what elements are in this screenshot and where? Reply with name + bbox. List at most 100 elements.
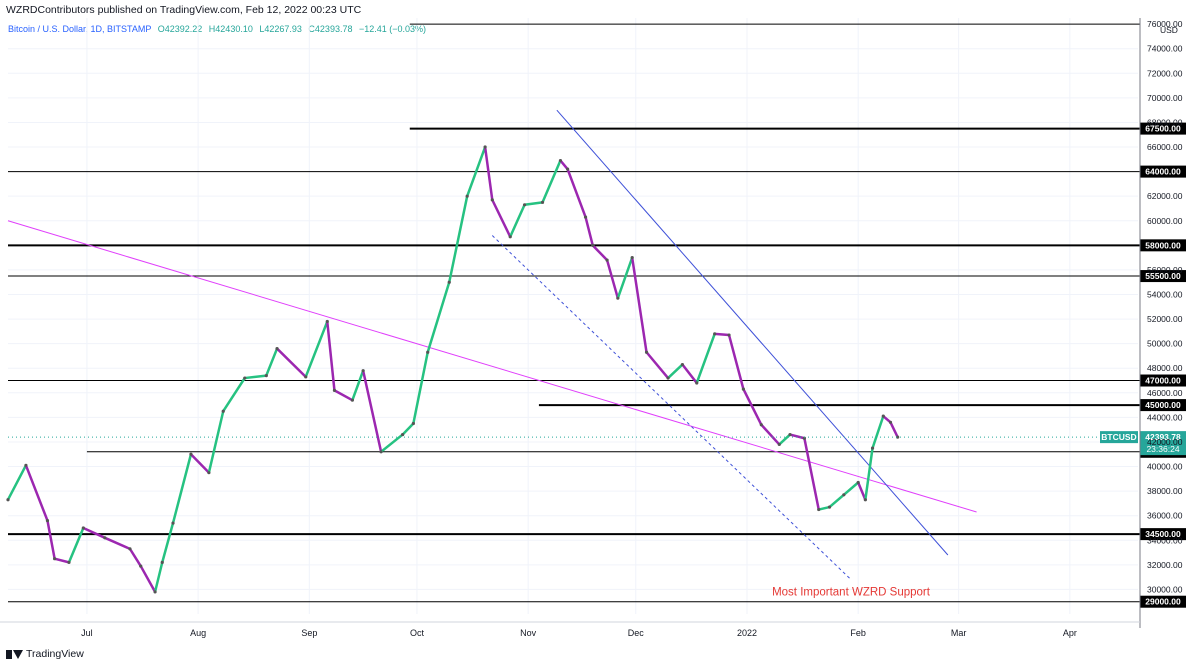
price-segment xyxy=(491,198,512,238)
x-tick-label: Sep xyxy=(301,628,317,638)
price-point xyxy=(465,194,469,198)
price-point xyxy=(426,350,430,354)
currency-label: USD xyxy=(1160,25,1178,35)
price-segment xyxy=(189,452,211,474)
level-price-box xyxy=(1140,270,1186,283)
price-point xyxy=(447,280,451,284)
price-point xyxy=(644,350,649,354)
price-segment xyxy=(695,332,716,385)
price-point xyxy=(361,369,365,373)
price-point xyxy=(741,387,745,391)
x-tick-label: Aug xyxy=(190,628,206,638)
y-tick-label: 60000.00 xyxy=(1147,216,1183,226)
level-price-box xyxy=(1140,399,1186,412)
price-point xyxy=(777,442,781,447)
price-segment xyxy=(713,332,731,337)
tradingview-logo-icon xyxy=(6,649,23,659)
price-point xyxy=(24,463,28,467)
price-segment xyxy=(559,159,569,171)
symbol-tag-label: BTCUSD xyxy=(1101,432,1136,442)
price-segment xyxy=(727,333,745,391)
price-segment xyxy=(788,433,806,440)
price-segment xyxy=(53,557,71,564)
price-segment xyxy=(46,519,56,560)
support-annotation: Most Important WZRD Support xyxy=(772,586,931,598)
level-price-label: 67500.00 xyxy=(1145,124,1181,134)
last-price-label: 42393.78 xyxy=(1145,432,1181,442)
x-tick-label: Mar xyxy=(951,628,967,638)
price-segment xyxy=(605,258,620,300)
price-point xyxy=(863,498,867,502)
price-point xyxy=(401,432,405,437)
countdown-label: 23:36:24 xyxy=(1146,444,1179,454)
brand-label: TradingView xyxy=(26,648,84,660)
level-price-box xyxy=(1140,165,1186,178)
price-segment xyxy=(828,493,846,509)
level-price-box xyxy=(1140,445,1186,458)
price-segment xyxy=(681,363,699,385)
price-point xyxy=(666,376,670,380)
tradingview-footer[interactable]: TradingView xyxy=(6,648,84,660)
price-segment xyxy=(153,561,164,594)
price-point xyxy=(827,505,832,509)
price-point xyxy=(759,423,763,427)
symbol-legend: Bitcoin / U.S. Dollar, 1D, BITSTAMP O423… xyxy=(8,24,426,34)
axes: 30000.00 32000.00 34000.00 36000.00 38000.00… xyxy=(0,18,1183,638)
level-price-label: 76000.00 xyxy=(1147,19,1183,29)
level-price-label: 55500.00 xyxy=(1145,271,1181,281)
price-point xyxy=(558,158,563,163)
publisher-header: WZRDContributors published on TradingVie… xyxy=(6,4,362,16)
y-tick-label: 62000.00 xyxy=(1147,191,1183,201)
ohlc-close: C42393.78 xyxy=(308,24,353,34)
ohlc-open: O42392.22 xyxy=(157,24,203,34)
price-point xyxy=(153,590,157,594)
trendline xyxy=(556,109,949,556)
price-segment xyxy=(630,256,648,354)
price-point xyxy=(189,452,193,456)
price-point xyxy=(160,560,164,564)
y-tick-label: 52000.00 xyxy=(1147,314,1183,324)
x-tick-label: Apr xyxy=(1063,628,1077,638)
last-price-box xyxy=(1140,431,1186,456)
level-price-label: 41200.00 xyxy=(1145,447,1181,457)
price-segment xyxy=(666,363,684,380)
price-point xyxy=(207,471,211,475)
price-segment xyxy=(889,421,899,439)
price-segment xyxy=(856,481,867,501)
price-segment xyxy=(351,369,365,402)
x-tick-label: Nov xyxy=(520,628,537,638)
y-tick-label: 38000.00 xyxy=(1147,486,1183,496)
trendline xyxy=(7,220,977,513)
price-segment xyxy=(760,423,781,446)
ohlc-low: L42267.93 xyxy=(259,24,302,34)
price-point xyxy=(713,332,717,336)
price-segment xyxy=(426,280,451,354)
price-point xyxy=(881,414,885,418)
x-tick-label: Jul xyxy=(81,628,93,638)
x-tick-label: Oct xyxy=(410,628,425,638)
price-point xyxy=(264,374,268,378)
price-segment xyxy=(265,347,279,377)
level-price-box xyxy=(1140,374,1186,387)
y-tick-label: 68000.00 xyxy=(1147,117,1183,127)
price-point xyxy=(53,557,57,561)
price-segment xyxy=(243,374,268,380)
price-point xyxy=(842,493,846,497)
x-tick-label: Feb xyxy=(850,628,866,638)
price-segment xyxy=(139,564,157,594)
price-point xyxy=(45,519,50,523)
price-segment xyxy=(326,320,336,392)
price-point xyxy=(605,258,609,262)
price-point xyxy=(888,420,893,424)
price-point xyxy=(802,436,806,440)
price-segment xyxy=(447,194,469,284)
y-tick-label: 30000.00 xyxy=(1147,584,1183,594)
price-point xyxy=(325,319,329,324)
price-segment xyxy=(304,320,329,379)
price-segment xyxy=(871,414,885,450)
symbol-label[interactable]: Bitcoin / U.S. Dollar, 1D, BITSTAMP xyxy=(8,24,152,34)
level-price-box xyxy=(1140,528,1186,541)
price-point xyxy=(616,296,620,300)
price-segment xyxy=(803,437,820,511)
